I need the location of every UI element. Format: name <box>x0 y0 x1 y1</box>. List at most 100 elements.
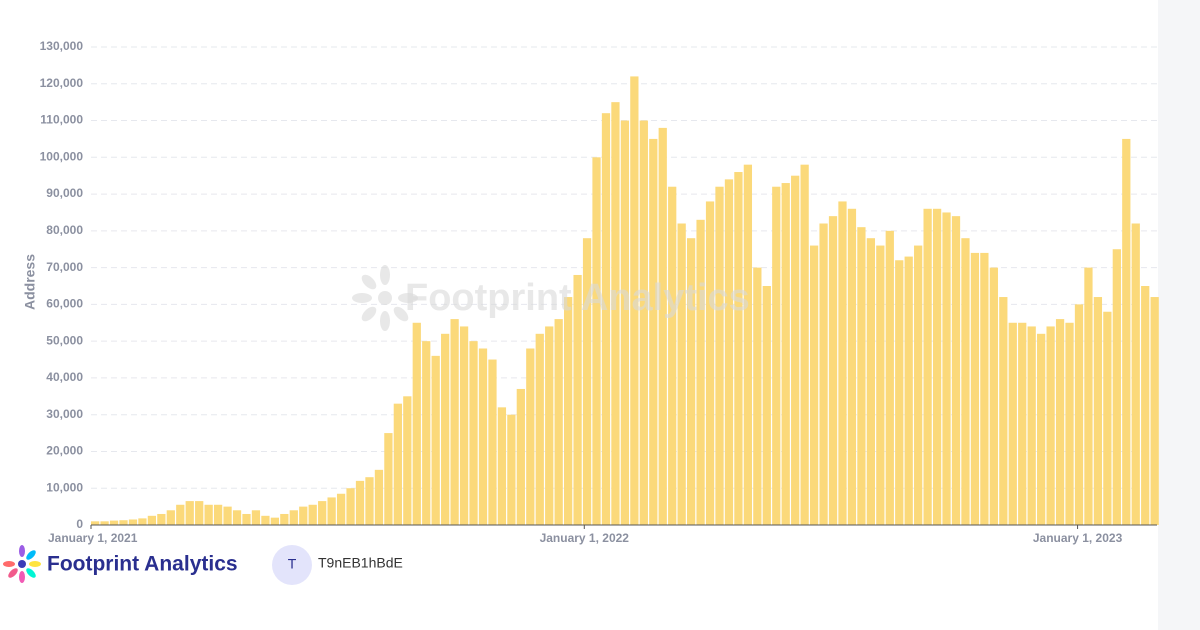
bar <box>299 506 308 525</box>
bar <box>999 297 1008 525</box>
bar <box>582 238 592 525</box>
bar <box>223 506 232 525</box>
bar <box>970 252 980 525</box>
bar <box>280 513 289 525</box>
bar <box>355 480 365 525</box>
bar <box>289 510 298 525</box>
bar <box>176 504 185 525</box>
bar <box>242 513 251 525</box>
bar <box>791 175 800 525</box>
bar <box>422 341 431 525</box>
x-tick-label: January 1, 2021 <box>48 531 138 545</box>
bar <box>724 179 734 525</box>
bar <box>384 433 393 525</box>
watermark-text: Footprint Analytics <box>405 277 750 319</box>
bar <box>261 515 270 525</box>
bar <box>1046 326 1055 525</box>
bar <box>942 212 951 525</box>
bar <box>450 319 459 525</box>
avatar-letter: T <box>288 556 297 572</box>
bar <box>564 297 573 525</box>
y-tick-label: 50,000 <box>46 333 83 347</box>
bar <box>526 348 535 525</box>
plot: 0 10,000 20,000 30,000 40,000 50,000 60,000 70,… <box>40 39 1160 545</box>
bar <box>601 113 611 525</box>
bar <box>885 230 894 525</box>
watermark-logo <box>352 265 418 331</box>
y-tick-label: 120,000 <box>40 76 84 90</box>
y-tick-label: 20,000 <box>46 444 83 458</box>
bar <box>819 223 828 525</box>
bar <box>318 501 327 525</box>
y-tick-label: 0 <box>76 517 83 531</box>
bar <box>573 274 582 525</box>
bar <box>630 76 639 526</box>
bar <box>1008 322 1017 525</box>
y-tick-label: 80,000 <box>46 223 83 237</box>
bar <box>403 396 412 525</box>
bar <box>128 519 138 525</box>
bar <box>1141 286 1150 525</box>
bar <box>308 504 317 525</box>
bar <box>478 348 488 525</box>
side-panel <box>1158 0 1200 630</box>
bar <box>923 208 932 526</box>
bar <box>772 186 781 525</box>
bar <box>138 518 147 525</box>
bar <box>932 208 942 526</box>
bar <box>961 238 970 525</box>
y-tick-label: 60,000 <box>46 297 83 311</box>
bar <box>620 120 630 526</box>
bar <box>705 201 715 525</box>
y-tick-label: 110,000 <box>40 113 83 127</box>
y-tick-label: 70,000 <box>46 260 83 274</box>
bar <box>762 286 771 525</box>
y-tick-label: 100,000 <box>40 149 84 163</box>
bar <box>459 326 469 525</box>
bar <box>100 521 109 525</box>
bar <box>876 245 885 526</box>
bar <box>696 219 705 526</box>
bar <box>866 238 875 525</box>
bar <box>1122 138 1131 525</box>
bar <box>412 322 421 525</box>
bar <box>166 510 175 525</box>
bar <box>895 260 904 525</box>
bar <box>639 120 648 526</box>
bar <box>251 510 261 525</box>
bar <box>1018 322 1027 525</box>
bar <box>781 183 790 526</box>
bar <box>469 341 478 525</box>
bar <box>734 172 743 525</box>
bar <box>1037 333 1046 525</box>
bar <box>1093 297 1103 525</box>
bar <box>828 216 838 525</box>
bar <box>1065 322 1074 525</box>
bar <box>1055 319 1065 525</box>
bar <box>147 515 157 525</box>
bar <box>649 138 658 525</box>
bar <box>753 267 762 525</box>
bar <box>497 407 507 525</box>
bar <box>989 267 998 525</box>
user-name: T9nEB1hBdE <box>318 555 403 571</box>
brand-name: Footprint Analytics <box>47 553 238 576</box>
bar <box>431 355 440 525</box>
bar <box>857 227 866 525</box>
bar <box>1027 326 1036 525</box>
x-tick-label: January 1, 2023 <box>1033 531 1123 545</box>
bar <box>980 252 989 525</box>
bar <box>1084 267 1093 525</box>
bar <box>1103 311 1112 525</box>
bar <box>686 238 696 525</box>
bar <box>119 520 128 525</box>
bar <box>535 333 544 525</box>
bar <box>809 245 819 526</box>
brand-logo <box>3 545 41 583</box>
bar <box>545 326 554 525</box>
bar <box>1112 249 1121 525</box>
y-tick-label: 130,000 <box>40 39 84 53</box>
bar <box>1131 223 1140 525</box>
